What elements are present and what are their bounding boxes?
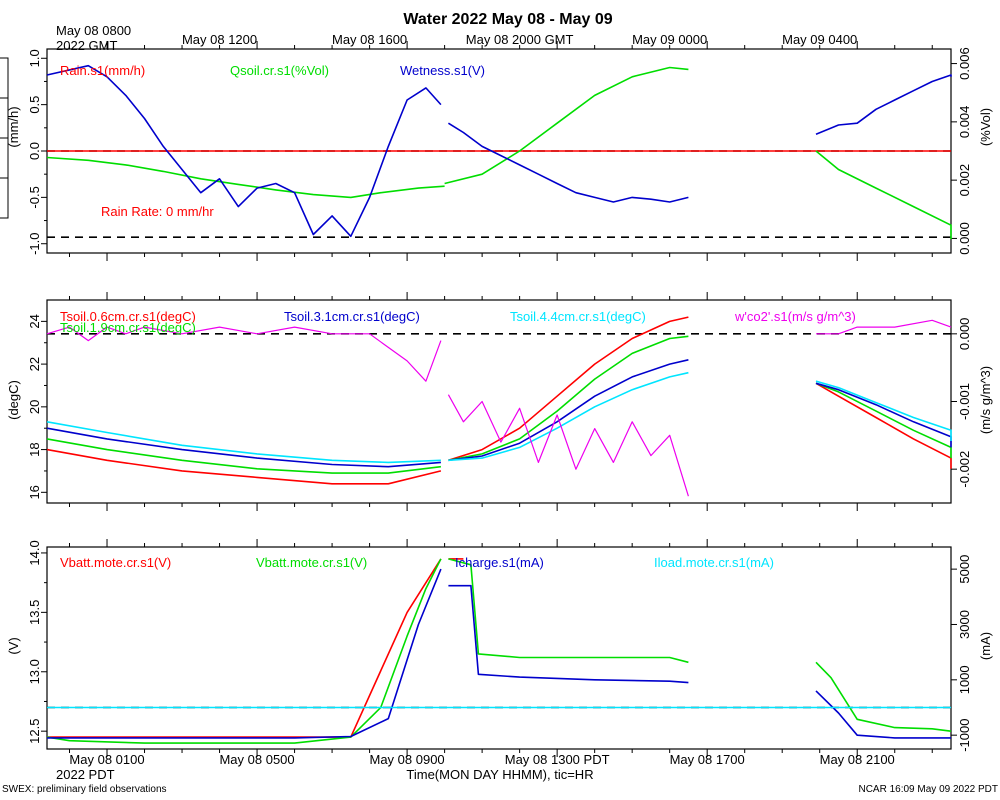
legend-entry: Icharge.s1(mA) bbox=[455, 555, 544, 570]
right-axis-label: (mA) bbox=[978, 632, 993, 660]
series-line-magenta bbox=[816, 319, 952, 335]
series-line-blue bbox=[46, 64, 442, 238]
left-axis-label: (mm/h) bbox=[6, 106, 21, 147]
left-y-tick-label: 1.0 bbox=[27, 49, 42, 67]
legend-entry: Qsoil.cr.s1(%Vol) bbox=[230, 63, 329, 78]
series-line-green bbox=[448, 335, 689, 462]
series-line-blue bbox=[47, 568, 442, 739]
series-line-green bbox=[815, 382, 952, 459]
right-y-tick-label: 0.000 bbox=[957, 318, 972, 351]
series-line-blue bbox=[46, 427, 441, 468]
top-axis-tick-label: May 09 0000 bbox=[632, 32, 707, 47]
top-axis-first-label-year: 2022 GMT bbox=[56, 38, 117, 53]
series-line-green bbox=[46, 438, 441, 474]
bottom-axis-tick-label: May 08 1700 bbox=[670, 752, 745, 767]
legend-entry: Tsoil.0.6cm.cr.s1(degC) bbox=[60, 309, 196, 324]
right-y-tick-label: 3000 bbox=[957, 610, 972, 639]
series-line-blue bbox=[447, 122, 689, 203]
legend-entry: w'co2'.s1(m/s g/m^3) bbox=[734, 309, 856, 324]
series-line-blue bbox=[448, 359, 689, 462]
series-line-cyan bbox=[448, 371, 689, 462]
series-line-green bbox=[815, 661, 952, 732]
bottom-axis-tick-label: May 08 2100 bbox=[820, 752, 895, 767]
bottom-axis-tick-label: May 08 1300 PDT bbox=[505, 752, 610, 767]
right-y-tick-label: 5000 bbox=[957, 555, 972, 584]
left-axis-label: (degC) bbox=[6, 380, 21, 420]
legend-entry: Rain.s1(mm/h) bbox=[60, 63, 145, 78]
series-line-blue bbox=[815, 74, 952, 136]
chart-title: Water 2022 May 08 - May 09 bbox=[403, 11, 612, 28]
series-line-red bbox=[815, 382, 952, 469]
left-axis-label: (V) bbox=[6, 637, 21, 654]
right-y-tick-label: 0.006 bbox=[957, 47, 972, 80]
footer-left: SWEX: preliminary field observations bbox=[2, 784, 167, 795]
series-line-green bbox=[46, 156, 445, 199]
legend-entry: Tsoil.3.1cm.cr.s1(degC) bbox=[284, 309, 420, 324]
series-line-green bbox=[46, 558, 442, 744]
left-y-tick-label: -0.5 bbox=[27, 186, 42, 208]
left-y-tick-label: 13.5 bbox=[27, 600, 42, 625]
legend-entry: Tsoil.4.4cm.cr.s1(degC) bbox=[510, 309, 646, 324]
right-y-tick-label: 0.000 bbox=[957, 222, 972, 255]
top-axis-first-label: May 08 0800 bbox=[56, 23, 131, 38]
left-y-tick-label: 24 bbox=[27, 314, 42, 328]
top-axis-tick-label: May 08 2000 GMT bbox=[466, 32, 574, 47]
left-y-tick-label: 13.0 bbox=[27, 659, 42, 684]
left-y-tick-label: 12.5 bbox=[27, 719, 42, 744]
right-axis-label: (m/s g/m^3) bbox=[978, 366, 993, 434]
legend-entry: Vbatt.mote.cr.s1(V) bbox=[60, 555, 171, 570]
right-y-tick-label: 0.004 bbox=[957, 106, 972, 139]
x-axis-label: Time(MON DAY HHMM), tic=HR bbox=[406, 767, 593, 782]
right-y-tick-label: -0.001 bbox=[957, 383, 972, 420]
legend-entry: Wetness.s1(V) bbox=[400, 63, 485, 78]
bottom-axis-year-label: 2022 PDT bbox=[56, 767, 115, 782]
legend-entry: Tsoil.1.9cm.cr.s1(degC) bbox=[60, 320, 196, 335]
top-axis-tick-label: May 09 0400 bbox=[782, 32, 857, 47]
right-y-tick-label: -1000 bbox=[957, 719, 972, 752]
series-line-magenta bbox=[46, 326, 442, 382]
right-axis-label: (%Vol) bbox=[978, 108, 993, 146]
footer-right: NCAR 16:09 May 09 2022 PDT bbox=[858, 784, 998, 795]
legend-entry: Iload.mote.cr.s1(mA) bbox=[654, 555, 774, 570]
rain-rate-annotation: Rain Rate: 0 mm/hr bbox=[101, 204, 214, 219]
top-axis-tick-label: May 08 1200 bbox=[182, 32, 257, 47]
right-y-tick-label: 0.002 bbox=[957, 164, 972, 197]
series-line-blue bbox=[815, 690, 951, 739]
right-y-tick-label: -0.002 bbox=[957, 451, 972, 488]
bottom-axis-tick-label: May 08 0100 bbox=[69, 752, 144, 767]
left-y-tick-label: 0.5 bbox=[27, 96, 42, 114]
series-line-magenta bbox=[447, 394, 689, 497]
series-line-blue bbox=[448, 584, 689, 684]
series-line-cyan bbox=[815, 380, 952, 441]
top-axis-tick-label: May 08 1600 bbox=[332, 32, 407, 47]
right-y-tick-label: 1000 bbox=[957, 665, 972, 694]
series-line-green bbox=[444, 66, 689, 185]
panel-frame bbox=[46, 546, 952, 750]
series-line-red bbox=[448, 316, 689, 462]
series-line-red bbox=[46, 448, 442, 485]
bottom-axis-tick-label: May 08 0500 bbox=[219, 752, 294, 767]
left-y-tick-label: -1.0 bbox=[27, 233, 42, 255]
left-y-tick-label: 0.0 bbox=[27, 142, 42, 160]
series-line-green bbox=[448, 558, 689, 664]
series-line-cyan bbox=[46, 421, 441, 464]
left-y-tick-label: 20 bbox=[27, 400, 42, 414]
left-y-tick-label: 22 bbox=[27, 357, 42, 371]
series-line-red bbox=[47, 558, 442, 738]
left-y-tick-label: 18 bbox=[27, 442, 42, 456]
legend-entry: Vbatt.mote.cr.s1(V) bbox=[256, 555, 367, 570]
series-line-green bbox=[815, 150, 952, 240]
bottom-axis-tick-label: May 08 0900 bbox=[370, 752, 445, 767]
left-y-tick-label: 14.0 bbox=[27, 540, 42, 565]
left-y-tick-label: 16 bbox=[27, 485, 42, 499]
